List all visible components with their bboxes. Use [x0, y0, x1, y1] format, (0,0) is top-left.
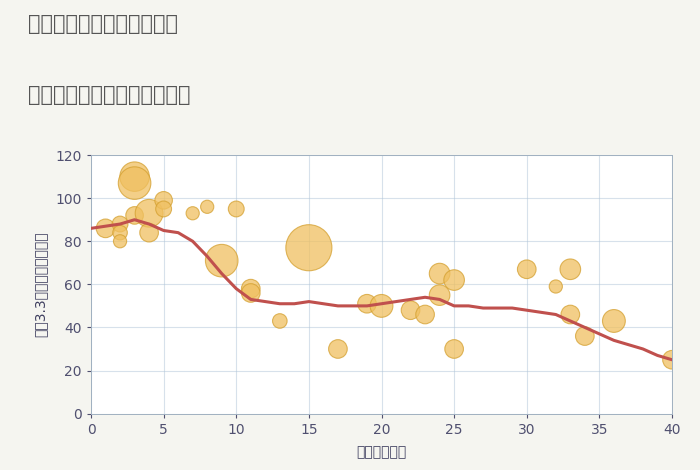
X-axis label: 築年数（年）: 築年数（年） — [356, 445, 407, 459]
Point — [405, 306, 416, 314]
Point — [449, 345, 460, 352]
Point — [245, 285, 256, 292]
Text: 築年数別中古マンション価格: 築年数別中古マンション価格 — [28, 85, 190, 105]
Point — [332, 345, 344, 352]
Point — [100, 225, 111, 232]
Point — [361, 300, 372, 307]
Point — [144, 229, 155, 236]
Point — [187, 210, 198, 217]
Point — [114, 229, 126, 236]
Point — [129, 212, 140, 219]
Point — [158, 205, 169, 213]
Point — [158, 196, 169, 204]
Point — [144, 210, 155, 217]
Point — [565, 266, 576, 273]
Point — [521, 266, 532, 273]
Point — [419, 311, 430, 318]
Text: 三重県桑名市多度町下野代: 三重県桑名市多度町下野代 — [28, 14, 178, 34]
Point — [449, 276, 460, 284]
Point — [129, 173, 140, 180]
Point — [376, 302, 387, 310]
Point — [231, 205, 242, 213]
Point — [580, 332, 591, 340]
Point — [666, 356, 678, 363]
Point — [550, 283, 561, 290]
Point — [608, 317, 620, 325]
Point — [565, 311, 576, 318]
Point — [434, 291, 445, 299]
Point — [303, 244, 314, 251]
Point — [114, 237, 126, 245]
Y-axis label: 坪（3.3㎡）単価（万円）: 坪（3.3㎡）単価（万円） — [34, 232, 48, 337]
Point — [274, 317, 286, 325]
Point — [129, 180, 140, 187]
Point — [114, 220, 126, 228]
Point — [434, 270, 445, 277]
Point — [245, 289, 256, 297]
Point — [216, 257, 228, 265]
Point — [202, 203, 213, 211]
